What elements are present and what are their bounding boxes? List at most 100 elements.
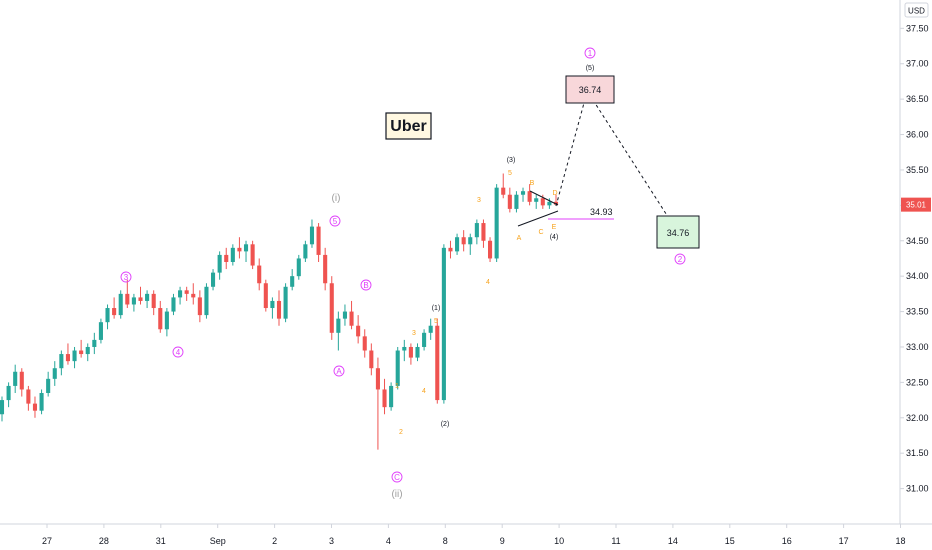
triangle-lower-line xyxy=(517,210,559,227)
candle xyxy=(514,191,519,213)
candle-body xyxy=(296,258,301,277)
x-tick-label: 28 xyxy=(99,536,109,546)
drawings: Uber 34.93 36.74 34.76 xyxy=(385,75,700,249)
candle xyxy=(547,198,552,209)
candle xyxy=(316,223,321,262)
currency-badge[interactable]: USD xyxy=(904,2,929,18)
wave-paren-1-label: (1) xyxy=(432,305,441,312)
candle xyxy=(191,283,196,305)
candle xyxy=(356,315,361,344)
wave-paren-5-label: (5) xyxy=(586,65,595,72)
candle xyxy=(230,244,235,266)
candle xyxy=(336,311,341,351)
target-box[interactable] xyxy=(565,75,615,104)
candle xyxy=(342,304,347,326)
candle-body xyxy=(323,254,328,284)
candle xyxy=(145,290,150,309)
candle xyxy=(46,371,51,397)
x-tick-label: 15 xyxy=(725,536,735,546)
candle xyxy=(164,308,169,337)
x-tick-label: 18 xyxy=(895,536,905,546)
level-label-34-93: 34.93 xyxy=(590,207,613,217)
candle xyxy=(131,293,136,312)
minor-5b-label: 5 xyxy=(508,170,512,177)
support-box[interactable] xyxy=(656,215,700,249)
candle-body xyxy=(39,393,44,411)
candle xyxy=(118,290,123,319)
candle-body xyxy=(217,254,222,273)
title-box[interactable] xyxy=(385,112,432,140)
candle xyxy=(72,346,77,369)
candle-body xyxy=(336,318,341,333)
candle xyxy=(527,184,532,206)
candle-body xyxy=(92,339,97,347)
wave-1-label: 1 xyxy=(588,49,593,58)
candle-body xyxy=(395,350,400,386)
candle-body xyxy=(283,286,288,319)
candle xyxy=(0,396,5,422)
candle xyxy=(39,389,44,415)
minor-5-label: 5 xyxy=(434,318,438,325)
candle-body xyxy=(59,354,64,369)
y-tick-label: 37.00 xyxy=(906,59,929,69)
candle-body xyxy=(514,194,519,209)
candle-body xyxy=(85,346,90,355)
candle-body xyxy=(118,293,123,316)
x-tick-label: 11 xyxy=(611,536,620,546)
candle xyxy=(488,237,493,262)
x-tick-label: 31 xyxy=(156,536,166,546)
candle-body xyxy=(32,403,38,411)
candle-body xyxy=(520,191,526,195)
intermediate-wave-labels: (i) (ii) xyxy=(332,193,403,500)
candle xyxy=(415,343,420,362)
candle xyxy=(270,297,275,319)
x-tick-label: 16 xyxy=(782,536,792,546)
triangle-upper-line xyxy=(529,190,559,206)
candle xyxy=(197,290,202,323)
candle xyxy=(329,276,334,340)
candle xyxy=(402,339,407,362)
wave-c-label: C xyxy=(394,473,400,482)
candle-body xyxy=(303,244,308,259)
x-tick-label: 2 xyxy=(272,536,277,546)
candle xyxy=(395,346,400,390)
candle xyxy=(375,357,380,450)
candle-body xyxy=(501,187,506,195)
candle-body xyxy=(356,325,361,337)
y-tick-label: 36.00 xyxy=(906,130,929,140)
wave-5-label: 5 xyxy=(333,217,338,226)
candle-body xyxy=(237,247,242,252)
candle xyxy=(224,247,229,270)
candle-body xyxy=(540,198,545,206)
candle-body xyxy=(481,223,486,241)
candlestick-series[interactable] xyxy=(0,173,559,450)
y-tick-label: 32.50 xyxy=(906,377,929,387)
candle xyxy=(138,286,143,305)
triangle-c-label: C xyxy=(538,229,543,236)
primary-wave-labels: 3 4 5 B A C 1 2 xyxy=(120,47,686,483)
wave-2-label: 2 xyxy=(678,255,683,264)
candle-body xyxy=(553,201,559,205)
candle-body xyxy=(98,322,103,340)
candle-body xyxy=(534,198,539,202)
y-tick-label: 31.50 xyxy=(906,448,929,458)
candle xyxy=(520,187,526,202)
wave-b-label: B xyxy=(363,281,368,290)
candle xyxy=(507,187,512,213)
candle xyxy=(448,240,453,259)
candle xyxy=(243,240,249,262)
candle xyxy=(217,251,222,280)
candle-body xyxy=(441,247,446,401)
candle xyxy=(303,240,308,262)
x-tick-label: 9 xyxy=(500,536,505,546)
candle-body xyxy=(468,237,473,245)
y-tick-label: 33.00 xyxy=(906,342,929,352)
minor-2-label: 2 xyxy=(399,429,403,436)
x-tick-label: 14 xyxy=(668,536,678,546)
candle-body xyxy=(316,226,321,255)
candle-body xyxy=(257,265,262,284)
minor-1-label: 1 xyxy=(395,383,399,390)
candle xyxy=(178,286,183,305)
y-tick-label: 36.50 xyxy=(906,94,929,104)
